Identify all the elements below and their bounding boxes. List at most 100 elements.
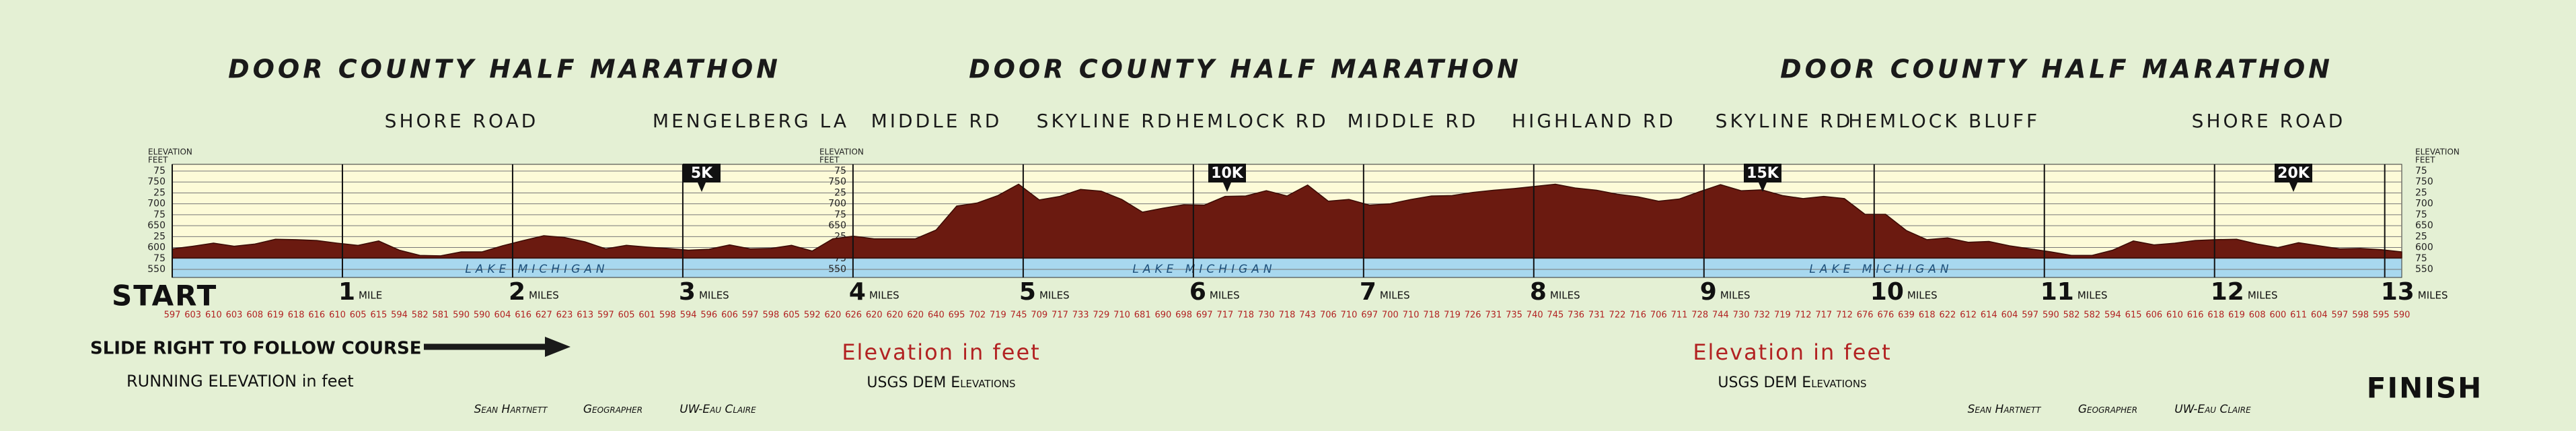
y-tick-label: 550 [147,264,165,275]
marker-label: 15K [1746,165,1779,182]
elevation-value: 597 [164,310,181,321]
elevation-value: 623 [556,310,573,321]
elevation-value: 582 [2063,310,2080,321]
mile-unit: MILES [2248,290,2278,302]
marker-box [1744,164,1781,183]
elevation-value: 597 [742,310,759,321]
elevation-value: 598 [659,310,676,321]
y-tick-label: 600 [147,242,165,253]
road-label: SKYLINE RD [1716,110,1853,132]
elevation-caption: Elevation in feet [1693,339,1891,365]
y-tick-label: 75 [153,253,165,264]
road-label: SKYLINE RD [1037,110,1175,132]
elevation-value: 719 [1444,310,1461,321]
road-label: MIDDLE RD [871,110,1002,132]
title: DOOR COUNTY HALF MARATHON [969,55,1522,84]
mile-number: 13 [2381,278,2415,306]
elevation-value: 722 [1609,310,1626,321]
elevation-value: 608 [2249,310,2266,321]
elevation-value: 610 [329,310,346,321]
road-label: MENGELBERG LA [653,110,849,132]
road-label: SHORE ROAD [2192,110,2346,132]
mile-number: 1 [338,278,355,306]
mile-unit: MILES [1907,290,1938,302]
running-note: RUNNING ELEVATION in feet [126,372,354,391]
road-label: HEMLOCK [1848,110,1959,132]
elevation-value: 604 [2001,310,2018,321]
elevation-value: 598 [762,310,779,321]
elevation-value: 697 [1361,310,1378,321]
elevation-value: 698 [1175,310,1192,321]
mile-number: 3 [679,278,696,306]
mile-number: 8 [1530,278,1547,306]
elevation-value: 597 [2332,310,2349,321]
elevation-value: 626 [845,310,862,321]
marker-pointer [698,183,706,192]
elevation-value: 710 [1341,310,1358,321]
elevation-value: 710 [1113,310,1130,321]
elevation-value: 613 [577,310,593,321]
elevation-value: 717 [1815,310,1832,321]
lake-label: LAKE MICHIGAN [1809,263,1952,276]
elevation-value: 605 [618,310,635,321]
elevation-value: 676 [1857,310,1874,321]
elevation-value: 590 [2394,310,2411,321]
credit: Sean Hartnett [474,403,549,416]
marker-label: 10K [1211,165,1244,182]
elevation-value: 582 [412,310,429,321]
elevation-value: 728 [1691,310,1708,321]
marker-pointer [2289,183,2297,192]
mile-number: 6 [1189,278,1206,306]
y-tick-label: 25 [153,231,165,242]
mile-unit: MILES [869,290,899,302]
elevation-value: 605 [783,310,800,321]
marker-box [1208,164,1246,183]
elevation-value: 726 [1465,310,1481,321]
mile-unit: MILES [1210,290,1240,302]
elevation-value: 736 [1568,310,1584,321]
elevation-value: 582 [2084,310,2100,321]
elevation-value: 594 [2104,310,2121,321]
y-tick-label: 600 [2415,242,2433,253]
elevation-value: 601 [638,310,655,321]
y-tick-label: 75 [2415,209,2427,220]
elevation-value: 718 [1423,310,1440,321]
marker-pointer [1759,183,1767,192]
road-label: HEMLOCK RD [1175,110,1328,132]
elevation-value: 603 [226,310,243,321]
marker-pointer [1223,183,1231,192]
elevation-value: 627 [536,310,552,321]
y-tick-label: 25 [834,187,846,198]
y-tick-label: 650 [2415,220,2433,231]
elevation-value: 597 [2022,310,2038,321]
y-tick-label: 75 [2415,166,2427,176]
lake-label: LAKE MICHIGAN [465,263,608,276]
marker-box [2275,164,2312,183]
elevation-value: 716 [1629,310,1646,321]
elevation-value: 712 [1836,310,1853,321]
elevation-value: 719 [1774,310,1791,321]
y-tick-label: 75 [834,166,846,176]
start-label: START [112,279,217,312]
elevation-value: 619 [267,310,284,321]
slide-note: SLIDE RIGHT TO FOLLOW COURSE [90,339,422,359]
elevation-value: 744 [1712,310,1729,321]
mile-unit: MILES [1039,290,1070,302]
elevation-value: 706 [1320,310,1337,321]
elevation-value: 735 [1506,310,1522,321]
y-tick-label: 550 [828,264,846,275]
elevation-value: 718 [1279,310,1296,321]
title: DOOR COUNTY HALF MARATHON [1780,55,2333,84]
elevation-value: 712 [1795,310,1812,321]
elevation-value: 732 [1753,310,1770,321]
title: DOOR COUNTY HALF MARATHON [228,55,781,84]
elevation-value: 639 [1898,310,1915,321]
elevation-value: 717 [1217,310,1234,321]
elevation-value: 606 [2145,310,2162,321]
elevation-area [172,183,2402,259]
y-tick-label: 25 [153,187,165,198]
mile-number: 10 [1870,278,1904,306]
elevation-caption: Elevation in feet [842,339,1040,365]
credit: UW-Eau Claire [2174,403,2251,416]
